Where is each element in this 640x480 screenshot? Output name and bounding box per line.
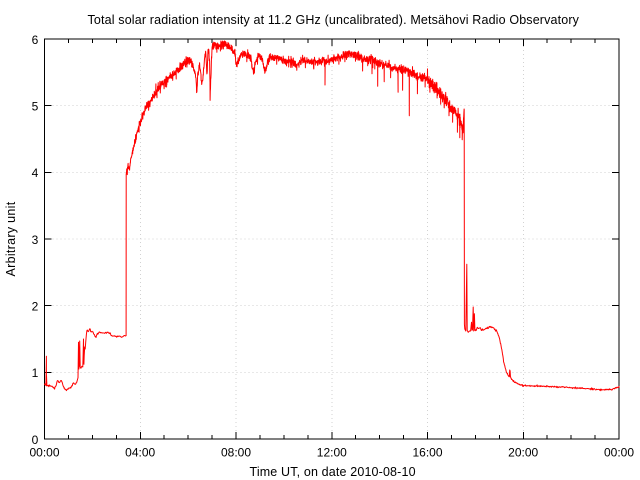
- svg-text:4: 4: [32, 166, 39, 180]
- svg-text:Total solar radiation intensit: Total solar radiation intensity at 11.2 …: [88, 13, 580, 27]
- svg-text:5: 5: [32, 99, 39, 113]
- svg-text:04:00: 04:00: [125, 446, 155, 460]
- svg-text:16:00: 16:00: [412, 446, 442, 460]
- svg-text:00:00: 00:00: [29, 446, 59, 460]
- svg-text:20:00: 20:00: [508, 446, 538, 460]
- svg-text:6: 6: [32, 33, 39, 47]
- svg-text:2: 2: [32, 299, 39, 313]
- svg-text:3: 3: [32, 233, 39, 247]
- svg-text:Time UT, on date 2010-08-10: Time UT, on date 2010-08-10: [250, 465, 416, 479]
- svg-text:Arbitrary unit: Arbitrary unit: [4, 201, 18, 276]
- svg-text:0: 0: [32, 433, 39, 447]
- svg-text:12:00: 12:00: [317, 446, 347, 460]
- svg-text:00:00: 00:00: [604, 446, 634, 460]
- svg-text:08:00: 08:00: [221, 446, 251, 460]
- svg-text:1: 1: [32, 366, 39, 380]
